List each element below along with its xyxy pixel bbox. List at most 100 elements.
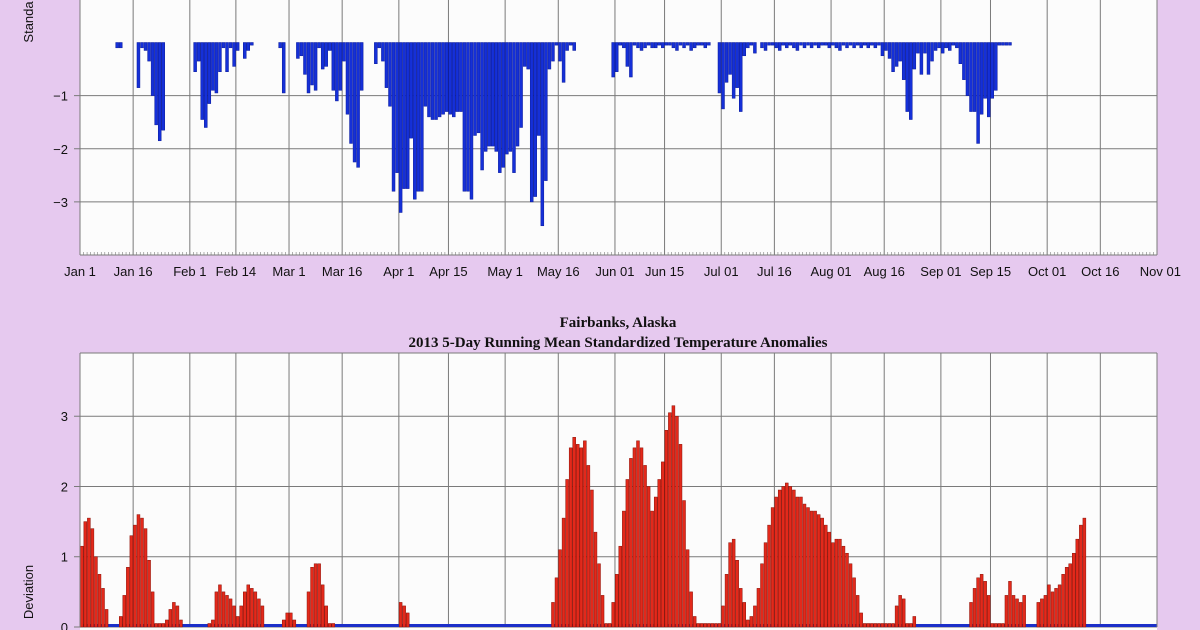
- bottom-bar: [887, 623, 892, 628]
- top-bar: [632, 42, 637, 46]
- top-bar: [143, 42, 148, 51]
- top-bar: [320, 42, 325, 70]
- bottom-bar: [760, 563, 764, 628]
- bottom-bar: [593, 531, 598, 628]
- bottom-bar: [207, 623, 212, 628]
- bottom-bar: [140, 517, 144, 628]
- top-bar: [664, 42, 669, 46]
- top-bar: [299, 42, 304, 57]
- bottom-bar: [855, 595, 860, 628]
- bottom-bar: [1022, 595, 1026, 628]
- bottom-bar: [671, 405, 676, 628]
- bottom-bar: [607, 623, 612, 628]
- top-bar: [692, 42, 697, 49]
- bottom-bar: [90, 528, 95, 628]
- top-bar: [615, 42, 619, 72]
- bottom-bar: [235, 616, 240, 628]
- top-bar: [795, 42, 800, 51]
- top-y-tick-label: −2: [53, 142, 68, 157]
- top-bar: [955, 42, 959, 49]
- bottom-bar: [136, 514, 141, 628]
- bottom-bar: [714, 623, 718, 628]
- bottom-bar: [685, 549, 690, 628]
- bottom-bar: [661, 461, 665, 628]
- top-bar: [816, 42, 821, 49]
- bottom-bar: [873, 623, 878, 628]
- bottom-bar: [859, 612, 863, 628]
- bottom-bar: [260, 605, 265, 628]
- bottom-bar: [703, 623, 708, 628]
- top-bar: [901, 42, 906, 80]
- top-bar: [611, 42, 615, 78]
- bottom-bar: [795, 496, 800, 628]
- top-bar: [352, 42, 357, 163]
- top-bar: [522, 42, 527, 67]
- bottom-bar: [1075, 538, 1080, 628]
- top-bar: [413, 42, 417, 200]
- top-x-tick-label: Oct 16: [1081, 264, 1119, 279]
- top-bar: [852, 42, 856, 49]
- top-bar: [685, 42, 690, 46]
- bottom-bar: [990, 623, 994, 628]
- top-bar: [923, 42, 927, 54]
- top-bar: [657, 42, 661, 46]
- top-bar: [880, 42, 885, 57]
- top-bar: [721, 42, 725, 110]
- bottom-bar: [689, 591, 693, 628]
- top-bar: [884, 42, 888, 51]
- bottom-bar: [909, 623, 913, 628]
- top-bar: [891, 42, 895, 72]
- bottom-bar: [870, 623, 874, 628]
- top-bar: [204, 42, 208, 128]
- bottom-bar: [175, 605, 180, 628]
- top-bar: [405, 42, 410, 189]
- bottom-bar: [675, 415, 679, 628]
- bottom-bar: [126, 567, 130, 628]
- top-bar: [250, 42, 254, 46]
- top-bar: [792, 42, 796, 49]
- top-grid: [79, 0, 1158, 255]
- top-bar: [650, 42, 654, 49]
- bottom-bar: [281, 619, 286, 628]
- top-y-axis-title: Standa: [21, 1, 36, 43]
- top-bar: [855, 42, 860, 46]
- bottom-bar: [646, 486, 651, 628]
- top-bar: [969, 42, 973, 112]
- bottom-bar: [802, 503, 807, 628]
- top-bar: [278, 42, 282, 49]
- bottom-bar: [600, 595, 605, 628]
- bottom-bar: [692, 616, 697, 628]
- bottom-bar: [763, 542, 768, 628]
- bottom-bar: [129, 535, 134, 628]
- top-bar: [845, 42, 849, 49]
- top-bar: [696, 42, 700, 46]
- top-bar: [636, 42, 640, 49]
- top-bar: [243, 42, 247, 59]
- top-bar: [455, 42, 460, 112]
- top-bar: [441, 42, 445, 115]
- bottom-bar: [820, 517, 824, 628]
- top-bar: [533, 42, 537, 197]
- bottom-bar: [643, 465, 647, 628]
- bottom-bar: [165, 619, 169, 628]
- top-bar: [561, 42, 566, 83]
- bottom-bar: [653, 496, 658, 628]
- top-plot-area: [80, 0, 1157, 255]
- top-bar: [944, 42, 948, 49]
- bottom-bar: [746, 619, 750, 628]
- top-bar: [859, 42, 863, 49]
- top-bar: [356, 42, 360, 168]
- bottom-bar: [657, 479, 661, 628]
- top-bar: [469, 42, 474, 200]
- top-x-tick-label: Jul 01: [704, 264, 739, 279]
- top-x-tick-label: Aug 16: [864, 264, 905, 279]
- bottom-bar: [735, 560, 739, 628]
- bottom-bar: [232, 605, 236, 628]
- bottom-bar: [597, 563, 601, 628]
- bottom-bar: [969, 602, 973, 628]
- bottom-bar: [827, 531, 832, 628]
- bottom-frame: [74, 352, 1158, 628]
- bottom-bar: [831, 542, 835, 628]
- bottom-bar: [225, 595, 229, 628]
- top-bar: [427, 42, 431, 118]
